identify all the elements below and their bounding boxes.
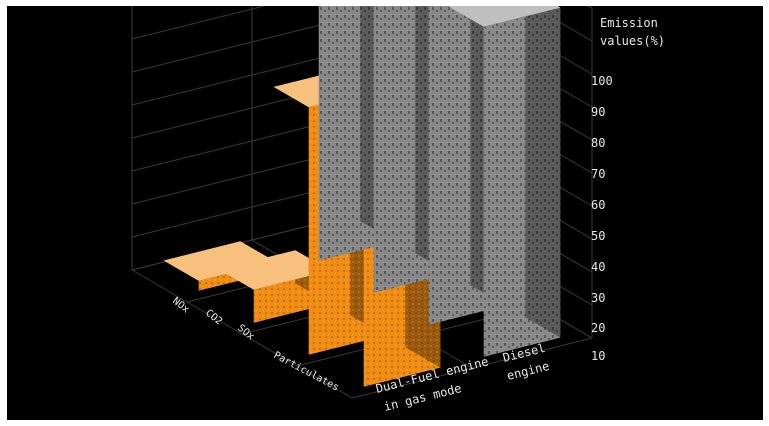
y-tick-50: 50 <box>591 229 605 243</box>
bar-face-top <box>448 6 561 27</box>
bar-diesel-nox <box>448 6 561 357</box>
category-label-sox: SOx <box>235 323 256 343</box>
y-tick-30: 30 <box>591 291 605 305</box>
y-tick-70: 70 <box>591 167 605 181</box>
grid-floor-line <box>131 269 353 399</box>
bar-face-top <box>218 250 331 290</box>
y-tick-60: 60 <box>591 198 605 212</box>
y-axis-title-line-2: values(%) <box>600 34 665 48</box>
bars-layer <box>163 6 561 387</box>
y-tick-80: 80 <box>591 136 605 150</box>
chart-frame: Emission values(%) 10 20 30 40 50 60 70 … <box>7 6 763 420</box>
y-axis-title-line-1: Emission <box>600 16 658 30</box>
y-tick-90: 90 <box>591 105 605 119</box>
category-label-co2: CO2 <box>203 308 224 328</box>
category-label-nox: NOx <box>170 296 191 316</box>
y-tick-100: 100 <box>591 74 613 88</box>
category-label-particulates: Particulates <box>272 350 341 394</box>
emission-chart: Emission values(%) 10 20 30 40 50 60 70 … <box>131 6 665 414</box>
bar-face-top <box>163 241 276 281</box>
y-tick-10: 10 <box>591 349 605 363</box>
bar-face-texture <box>525 6 561 338</box>
y-tick-40: 40 <box>591 260 605 274</box>
y-tick-20: 20 <box>591 321 605 335</box>
